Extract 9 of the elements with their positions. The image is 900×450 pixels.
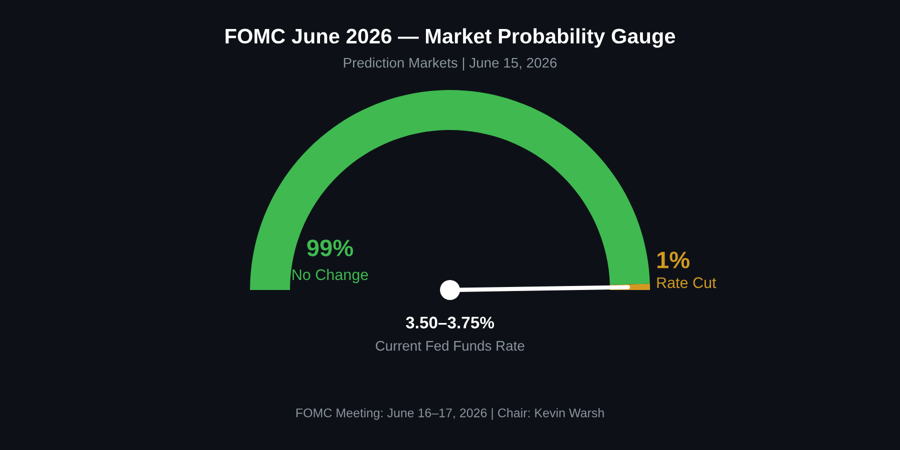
text: 3.50–3.75% bbox=[406, 316, 494, 328]
slice-label: Rate Cut bbox=[657, 277, 716, 288]
slice-label: No Change bbox=[292, 268, 368, 284]
chart-title: FOMC June 2026 — Market Probability Gauge bbox=[226, 28, 676, 48]
text: Current Fed Funds Rate bbox=[376, 340, 524, 351]
data-label: 1% bbox=[657, 252, 690, 268]
data-label: 99% bbox=[307, 240, 354, 256]
chart-subtitle: Prediction Markets | June 15, 2026 bbox=[344, 57, 557, 71]
text: FOMC Meeting: June 16–17, 2026 | Chair: Kevin Warsh bbox=[296, 408, 604, 420]
